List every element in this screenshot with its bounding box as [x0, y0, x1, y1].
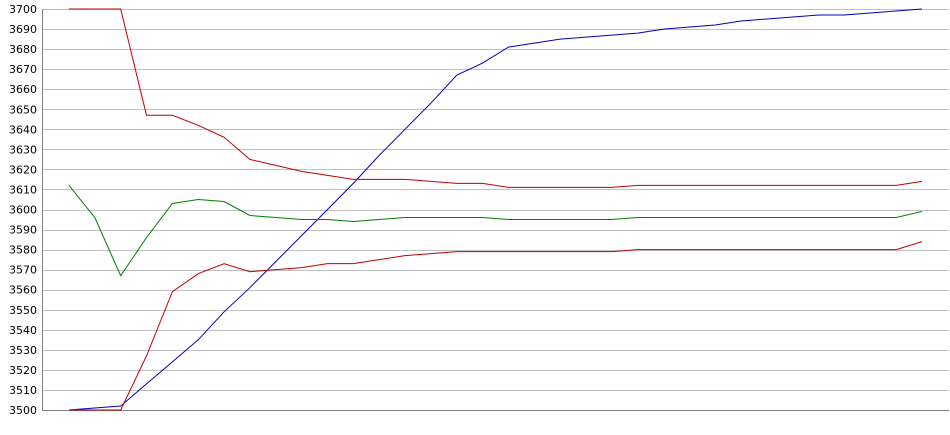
y-tick-label: 3580 [9, 244, 37, 257]
y-tick-label: 3500 [9, 404, 37, 417]
y-tick-label: 3590 [9, 224, 37, 237]
series-line-4 [69, 241, 923, 411]
y-tick-label: 3660 [9, 83, 37, 96]
y-tick-label: 3600 [9, 204, 37, 217]
y-tick-label: 3650 [9, 103, 37, 116]
y-tick-label: 3530 [9, 344, 37, 357]
y-tick-label: 3690 [9, 23, 37, 36]
grid [42, 9, 949, 411]
series-lines [68, 8, 923, 411]
y-tick-label: 3560 [9, 284, 37, 297]
series-line-1 [68, 8, 923, 411]
series-line-3 [68, 185, 923, 277]
y-tick-label: 3630 [9, 143, 37, 156]
y-tick-label: 3610 [9, 183, 37, 196]
y-tick-label: 3570 [9, 264, 37, 277]
y-tick-label: 3700 [9, 3, 37, 16]
y-tick-label: 3510 [9, 384, 37, 397]
y-tick-label: 3620 [9, 163, 37, 176]
y-tick-label: 3550 [9, 304, 37, 317]
y-tick-label: 3520 [9, 364, 37, 377]
series-line-2 [69, 8, 923, 188]
y-tick-label: 3680 [9, 43, 37, 56]
y-tick-label: 3640 [9, 123, 37, 136]
y-tick-label: 3670 [9, 63, 37, 76]
y-tick-label: 3540 [9, 324, 37, 337]
y-axis-tick-labels: 3500 3510 3520 3530 3540 3550 3560 3570 3580 3590… [9, 3, 37, 417]
